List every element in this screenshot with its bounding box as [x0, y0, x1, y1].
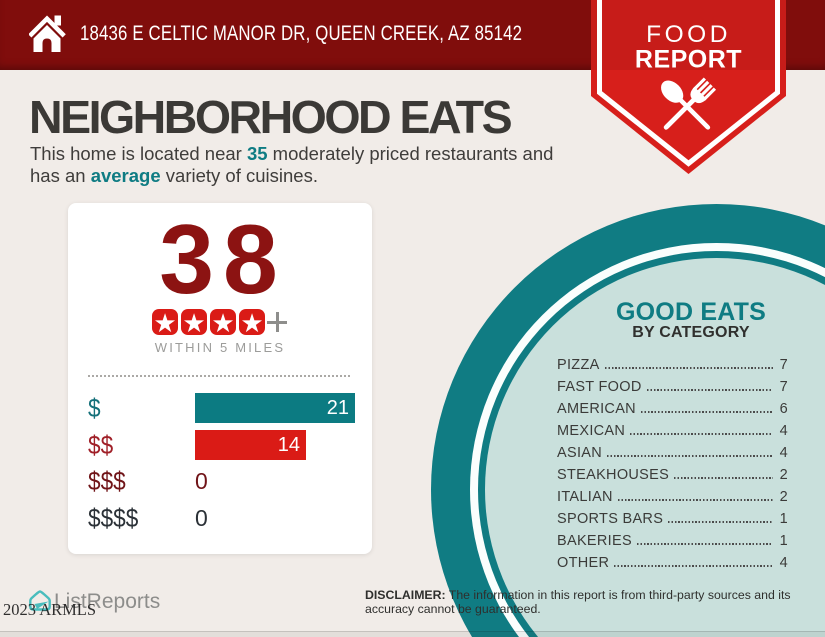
svg-text:REPORT: REPORT	[635, 46, 742, 74]
svg-text:FOOD: FOOD	[646, 21, 731, 48]
